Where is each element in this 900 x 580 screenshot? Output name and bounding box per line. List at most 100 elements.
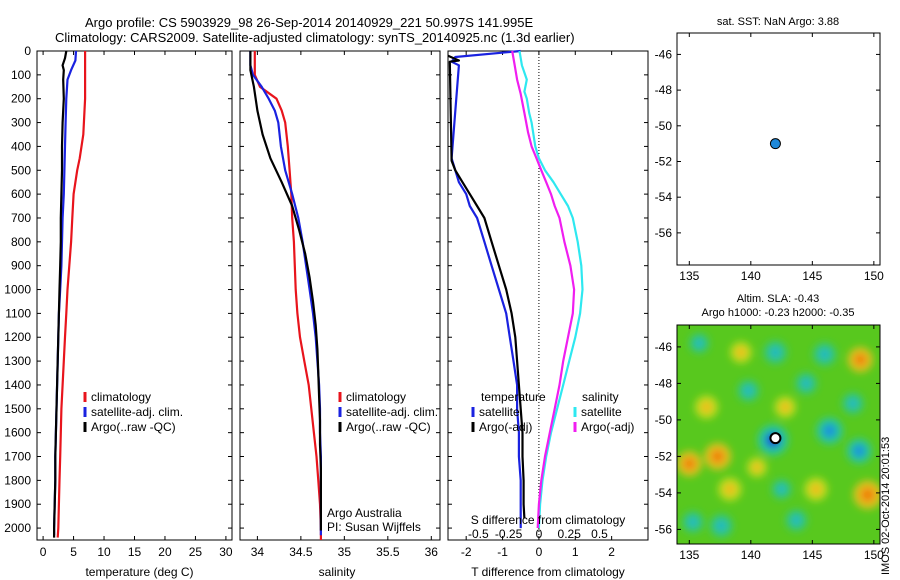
sst-map-xtick-label: 135 bbox=[679, 269, 699, 283]
salinity-legend-entry: satellite-adj. clim. bbox=[346, 405, 438, 419]
temperature-axis-label: temperature (deg C) bbox=[85, 565, 193, 579]
salinity-annotation: PI: Susan Wijffels bbox=[327, 520, 421, 534]
salinity-xtick-label: 36 bbox=[425, 545, 439, 559]
salinity-annotation: Argo Australia bbox=[327, 506, 402, 520]
sst-map-xtick-label: 140 bbox=[741, 269, 761, 283]
sla-anomaly-core bbox=[694, 338, 704, 349]
salinity-xtick-label: 34.5 bbox=[289, 545, 313, 559]
sla-map-xtick-label: 145 bbox=[802, 548, 822, 562]
temperature-series-line bbox=[53, 50, 78, 536]
sla-anomaly-core bbox=[791, 514, 802, 526]
salinity-difference-legend-entry: Argo(-adj) bbox=[581, 420, 634, 434]
sla-anomaly-core bbox=[687, 516, 699, 528]
temperature-difference-legend-entry: Argo(-adj) bbox=[479, 420, 532, 434]
depth-tick-label: 500 bbox=[11, 163, 31, 177]
sla-anomaly-core bbox=[810, 483, 822, 495]
depth-tick-label: 700 bbox=[11, 211, 31, 225]
temperature-xtick-label: 0 bbox=[40, 545, 47, 559]
sst-map-xtick-label: 145 bbox=[802, 269, 822, 283]
depth-tick-label: 1200 bbox=[4, 330, 31, 344]
depth-tick-label: 1800 bbox=[4, 473, 31, 487]
temperature-xtick-label: 15 bbox=[128, 545, 142, 559]
sst-map-ytick-label: -56 bbox=[655, 226, 673, 240]
sst-map-ytick-label: -54 bbox=[655, 190, 673, 204]
temperature-legend-entry: satellite-adj. clim. bbox=[91, 405, 183, 419]
temperature-xtick-label: 10 bbox=[97, 545, 111, 559]
temperature-legend-entry: climatology bbox=[91, 390, 151, 404]
salinity-difference-axis-label: S difference from climatology bbox=[471, 513, 626, 527]
difference-xtick-label: -1 bbox=[497, 545, 508, 559]
salinity-difference-tick-label: 0.5 bbox=[591, 527, 608, 541]
sla-map-xtick-label: 150 bbox=[864, 548, 884, 562]
depth-tick-label: 100 bbox=[11, 68, 31, 82]
temperature-xtick-label: 25 bbox=[189, 545, 203, 559]
argo-float-marker-sla bbox=[769, 432, 782, 445]
sla-map-ytick-label: -52 bbox=[655, 449, 673, 463]
depth-tick-label: 400 bbox=[11, 139, 31, 153]
timestamp-stamp: IMOS 02-Oct-2014 20:01:53 bbox=[880, 436, 892, 575]
difference-xtick-label: 1 bbox=[572, 545, 579, 559]
difference-xtick-label: 2 bbox=[608, 545, 615, 559]
sla-map-ytick-label: -54 bbox=[655, 486, 673, 500]
depth-tick-label: 800 bbox=[11, 235, 31, 249]
sla-anomaly-core bbox=[752, 462, 762, 473]
temperature-difference-legend-entry: satellite bbox=[479, 405, 520, 419]
argo-float-marker bbox=[769, 138, 781, 150]
chart-title-line2: Climatology: CARS2009. Satellite-adjuste… bbox=[55, 30, 575, 45]
sla-map-ytick-label: -48 bbox=[655, 376, 673, 390]
depth-tick-label: 1700 bbox=[4, 450, 31, 464]
sla-anomaly-core bbox=[852, 444, 866, 458]
salinity-plot-frame bbox=[239, 50, 441, 541]
sla-anomaly-core bbox=[743, 385, 754, 397]
sst-map-ytick-label: -48 bbox=[655, 83, 673, 97]
salinity-difference-tick-label: 0.25 bbox=[558, 527, 582, 541]
salinity-series-line bbox=[253, 51, 322, 540]
sla-anomaly-core bbox=[776, 484, 787, 495]
sla-anomaly-core bbox=[779, 401, 791, 413]
sst-map-title: sat. SST: NaN Argo: 3.88 bbox=[717, 16, 839, 28]
depth-tick-label: 1400 bbox=[4, 378, 31, 392]
sla-anomaly-core bbox=[715, 520, 728, 532]
sla-anomaly-core bbox=[800, 378, 812, 389]
salinity-series-line bbox=[249, 51, 322, 531]
sla-anomaly-core bbox=[854, 353, 867, 366]
temperature-difference-axis-label: T difference from climatology bbox=[471, 565, 625, 579]
sla-map-frame bbox=[676, 324, 881, 545]
difference-legend-title: salinity bbox=[582, 390, 619, 404]
difference-series-line bbox=[518, 50, 584, 529]
sla-anomaly-core bbox=[818, 348, 831, 360]
depth-tick-label: 2000 bbox=[4, 521, 31, 535]
sla-anomaly-core bbox=[847, 398, 859, 409]
sla-anomaly-core bbox=[769, 346, 782, 359]
sst-map-frame bbox=[676, 32, 881, 266]
difference-series-line bbox=[447, 54, 526, 519]
sst-map-xtick-label: 150 bbox=[864, 269, 884, 283]
depth-tick-label: 300 bbox=[11, 116, 31, 130]
sla-map-ytick-label: -50 bbox=[655, 413, 673, 427]
sst-map-ytick-label: -50 bbox=[655, 119, 673, 133]
salinity-difference-tick-label: -0.25 bbox=[495, 527, 523, 541]
salinity-xtick-label: 35 bbox=[338, 545, 352, 559]
sla-anomaly-core bbox=[822, 424, 837, 438]
difference-plot-frame bbox=[447, 50, 649, 541]
salinity-xtick-label: 35.5 bbox=[376, 545, 400, 559]
depth-tick-label: 1600 bbox=[4, 426, 31, 440]
temperature-xtick-label: 20 bbox=[158, 545, 172, 559]
difference-series-line bbox=[511, 50, 576, 529]
salinity-difference-tick-label: 0 bbox=[536, 527, 543, 541]
sla-anomaly-core bbox=[724, 483, 736, 495]
depth-tick-label: 600 bbox=[11, 187, 31, 201]
depth-tick-label: 1300 bbox=[4, 354, 31, 368]
sla-map-xtick-label: 135 bbox=[679, 548, 699, 562]
depth-tick-label: 1100 bbox=[5, 306, 31, 320]
temperature-series-line bbox=[53, 50, 68, 538]
salinity-legend-entry: climatology bbox=[346, 390, 406, 404]
depth-tick-label: 1000 bbox=[4, 283, 31, 297]
temperature-xtick-label: 30 bbox=[219, 545, 233, 559]
depth-tick-label: 1900 bbox=[4, 497, 31, 511]
sla-anomaly-core bbox=[700, 401, 713, 413]
temperature-legend-entry: Argo(..raw -QC) bbox=[91, 420, 176, 434]
sla-map-xtick-label: 140 bbox=[741, 548, 761, 562]
salinity-xtick-label: 34 bbox=[251, 545, 265, 559]
